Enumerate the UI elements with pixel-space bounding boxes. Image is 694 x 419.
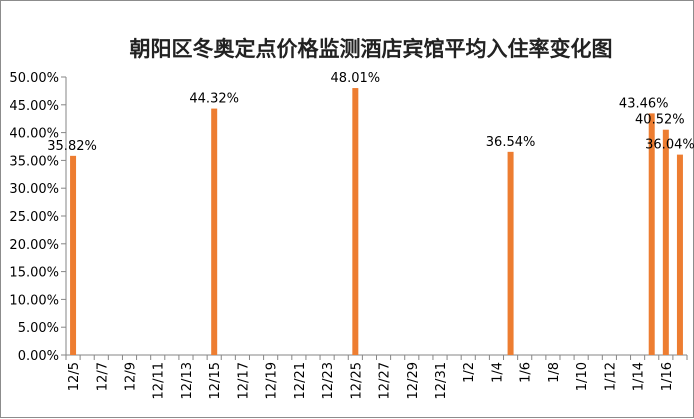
x-tick-label: 12/29: [406, 362, 421, 399]
x-tick-label: 12/21: [293, 362, 308, 399]
data-label: 48.01%: [331, 71, 381, 86]
bar: [70, 155, 77, 355]
x-tick-label: 1/6: [519, 362, 534, 383]
x-tick-label: 1/4: [490, 362, 505, 383]
y-tick-label: 5.00%: [18, 321, 59, 336]
x-tick-label: 12/31: [434, 362, 449, 399]
bars: [70, 88, 683, 356]
x-tick-label: 12/9: [124, 362, 139, 391]
y-tick-label: 40.00%: [9, 127, 59, 142]
data-label: 43.46%: [619, 96, 669, 111]
x-tick-label: 1/12: [603, 362, 618, 391]
bar: [211, 108, 218, 355]
y-tick-label: 35.00%: [9, 154, 59, 169]
y-tick-label: 10.00%: [9, 293, 59, 308]
x-tick-label: 12/15: [208, 362, 223, 399]
data-label: 36.54%: [486, 135, 536, 150]
y-tick-label: 30.00%: [9, 182, 59, 197]
y-tick-label: 45.00%: [9, 99, 59, 114]
x-tick-label: 12/19: [265, 362, 280, 399]
x-tick-label: 12/5: [67, 362, 82, 391]
bar: [648, 113, 655, 355]
data-label: 35.82%: [47, 139, 97, 154]
y-tick-label: 0.00%: [18, 349, 59, 364]
bar: [676, 154, 683, 355]
data-label: 36.04%: [645, 138, 694, 153]
y-tick-label: 15.00%: [9, 266, 59, 281]
data-labels: 35.82% 44.32% 48.01% 36.54% 43.46% 40.52% 36.0…: [47, 71, 694, 154]
data-label: 44.32%: [189, 92, 239, 107]
y-axis: 0.00% 5.00% 10.00% 15.00% 20.00% 25.00% 30.00%…: [9, 71, 67, 364]
x-tick-label: 1/14: [632, 362, 647, 391]
x-tick-label: 1/2: [462, 362, 477, 383]
x-tick-label: 1/8: [547, 362, 562, 383]
y-tick-label: 50.00%: [9, 71, 59, 86]
x-tick-label: 12/11: [152, 362, 167, 399]
x-tick-label: 12/23: [321, 362, 336, 399]
bar: [662, 129, 669, 355]
chart-title: 朝阳区冬奥定点价格监测酒店宾馆平均入住率变化图: [130, 36, 613, 61]
x-tick-label: 1/10: [575, 362, 590, 391]
y-tick-label: 20.00%: [9, 238, 59, 253]
y-tick-label: 25.00%: [9, 210, 59, 225]
bar: [352, 88, 359, 356]
x-tick-label: 12/17: [236, 362, 251, 399]
x-tick-label: 12/13: [180, 362, 195, 399]
x-tick-label: 1/16: [660, 362, 675, 391]
x-axis: 12/5 12/7 12/9 12/11 12/13 12/15 12/17 12/19 12/…: [65, 354, 688, 399]
data-label: 40.52%: [635, 113, 685, 128]
x-tick-label: 12/25: [349, 362, 364, 399]
bar: [507, 151, 514, 355]
x-tick-label: 12/27: [378, 362, 393, 399]
x-tick-label: 12/7: [95, 362, 110, 391]
